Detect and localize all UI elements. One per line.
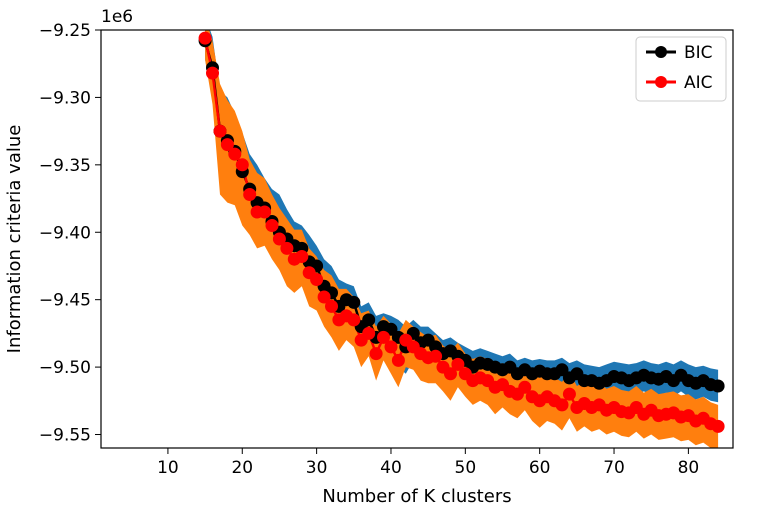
- aic-point: [243, 188, 257, 201]
- bic-point: [347, 295, 361, 309]
- aic-point: [258, 205, 272, 219]
- aic-point: [272, 232, 286, 246]
- aic-point: [362, 326, 376, 340]
- aic-point: [280, 241, 294, 255]
- x-tick-label: 70: [603, 458, 625, 478]
- legend-bic-label: BIC: [684, 43, 713, 63]
- bic-point: [362, 313, 376, 327]
- x-axis-ticks: 10 20 30 40 50 60 70 80: [157, 448, 699, 478]
- legend-aic-label: AIC: [684, 73, 713, 93]
- x-tick-label: 50: [455, 458, 477, 478]
- aic-point: [220, 138, 234, 152]
- aic-point: [369, 347, 383, 361]
- aic-point: [213, 124, 227, 138]
- x-tick-label: 40: [380, 458, 402, 478]
- aic-point: [310, 273, 324, 286]
- plot-frame: [100, 29, 734, 449]
- aic-point: [429, 349, 443, 363]
- aic-point: [555, 398, 569, 412]
- y-tick-label: −9.35: [39, 156, 91, 176]
- y-axis-label: Information criteria value: [4, 125, 25, 354]
- aic-point: [206, 66, 219, 80]
- y-axis-ticks: −9.25 −9.30 −9.35 −9.40 −9.45 −9.50 −9.55: [39, 21, 101, 446]
- aic-point: [562, 387, 576, 401]
- aic-point: [711, 419, 725, 433]
- aic-point: [235, 158, 249, 172]
- aic-point: [317, 290, 331, 304]
- aic-point: [265, 219, 279, 232]
- y-tick-label: −9.45: [39, 291, 91, 311]
- aic-point: [295, 250, 309, 263]
- y-tick-label: −9.55: [39, 426, 91, 446]
- aic-point: [384, 340, 398, 354]
- x-tick-label: 10: [157, 458, 179, 478]
- y-tick-label: −9.40: [39, 223, 91, 243]
- y-tick-label: −9.30: [39, 88, 91, 108]
- aic-point: [377, 330, 390, 344]
- aic-point: [444, 367, 457, 381]
- aic-point: [391, 353, 405, 367]
- aic-point: [518, 380, 532, 394]
- bic-point: [711, 379, 725, 393]
- legend: BIC AIC: [635, 36, 727, 102]
- series-points: [198, 31, 725, 433]
- x-tick-label: 20: [231, 458, 253, 478]
- x-axis-label: Number of K clusters: [322, 486, 511, 507]
- aic-point: [198, 31, 212, 45]
- aic-point: [347, 313, 361, 327]
- x-tick-label: 80: [678, 458, 700, 478]
- y-tick-label: −9.50: [39, 358, 91, 378]
- x-tick-label: 30: [306, 458, 328, 478]
- aic-point: [228, 147, 242, 161]
- aic-point: [451, 357, 465, 371]
- y-tick-label: −9.25: [39, 21, 91, 41]
- aic-point: [325, 299, 338, 313]
- y-offset-text: 1e6: [101, 7, 133, 27]
- legend-aic-marker: [655, 76, 667, 88]
- x-tick-label: 60: [529, 458, 551, 478]
- legend-bic-marker: [655, 46, 667, 58]
